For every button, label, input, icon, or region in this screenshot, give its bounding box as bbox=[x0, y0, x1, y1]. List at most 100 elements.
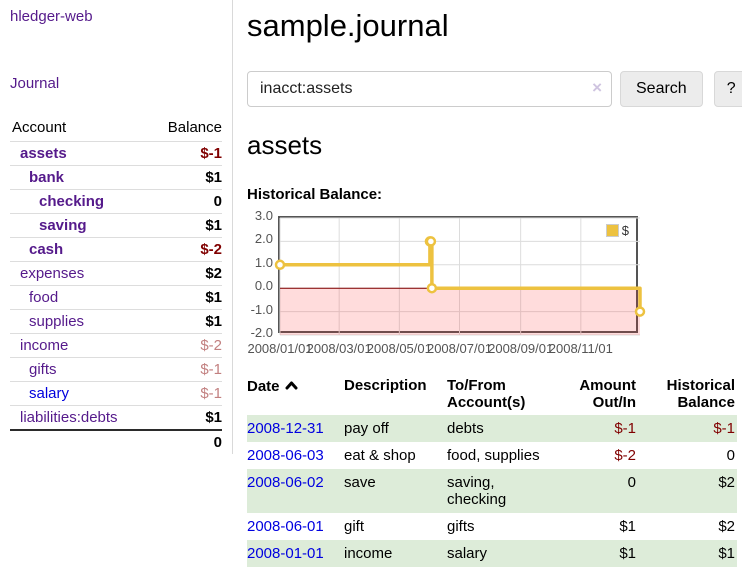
register-header-row: Date Description To/From Account(s) Amou… bbox=[247, 373, 737, 415]
sort-ascending-icon bbox=[285, 377, 298, 394]
transaction-description: eat & shop bbox=[344, 447, 416, 464]
clear-search-icon[interactable]: × bbox=[592, 78, 602, 97]
main-content: sample.journal × Search ? assets Histori… bbox=[233, 0, 742, 567]
legend-swatch bbox=[605, 224, 619, 237]
register-row: 2008-06-02 save saving, checking 0 $2 bbox=[247, 469, 737, 513]
sidebar-item-journal[interactable]: Journal bbox=[10, 75, 60, 92]
account-row: bank $1 bbox=[10, 165, 222, 190]
account-link-supplies[interactable]: supplies bbox=[29, 313, 85, 330]
register-header-accounts: To/From Account(s) bbox=[447, 377, 526, 411]
accounts-total-row: 0 bbox=[10, 430, 222, 454]
account-row: liabilities:debts $1 bbox=[10, 405, 222, 431]
account-row: food $1 bbox=[10, 285, 222, 310]
x-axis-tick-label: 2008/03/01 bbox=[306, 341, 372, 356]
transaction-amount: 0 bbox=[559, 469, 644, 513]
transaction-date-link[interactable]: 2008-06-01 bbox=[247, 518, 324, 535]
transaction-amount: $-2 bbox=[614, 447, 636, 464]
account-balance: $2 bbox=[205, 265, 222, 282]
transaction-amount: $-1 bbox=[559, 415, 644, 442]
account-row: supplies $1 bbox=[10, 309, 222, 334]
account-row: income $-2 bbox=[10, 333, 222, 358]
transaction-date-link[interactable]: 2008-06-02 bbox=[247, 474, 324, 491]
account-row: gifts $-1 bbox=[10, 357, 222, 382]
register-header-description: Description bbox=[344, 377, 427, 394]
account-balance: $-1 bbox=[200, 145, 222, 162]
register-header-balance: Historical Balance bbox=[666, 377, 735, 411]
hledger-web-page: hledger-web Journal Account Balance asse… bbox=[0, 0, 742, 567]
search-input[interactable] bbox=[247, 71, 612, 107]
transaction-amount: $1 bbox=[559, 540, 644, 567]
transaction-balance: $2 bbox=[644, 469, 737, 513]
account-link-income[interactable]: income bbox=[20, 337, 69, 354]
accounts-table: Account Balance assets $-1 bank $1 check… bbox=[10, 116, 222, 454]
account-link-checking[interactable]: checking bbox=[39, 193, 105, 210]
chart-legend: $ bbox=[603, 222, 631, 239]
transaction-description: gift bbox=[344, 518, 365, 535]
transaction-accounts: debts bbox=[447, 415, 559, 442]
accounts-header-balance: Balance bbox=[167, 119, 222, 136]
sidebar: hledger-web Journal Account Balance asse… bbox=[0, 0, 233, 454]
account-row: assets $-1 bbox=[10, 141, 222, 166]
account-link-gifts[interactable]: gifts bbox=[29, 361, 57, 378]
account-link-cash[interactable]: cash bbox=[29, 241, 64, 258]
x-axis-tick-label: 2008/01/01 bbox=[247, 341, 313, 356]
account-link-assets[interactable]: assets bbox=[20, 145, 67, 162]
search-help-button[interactable]: ? bbox=[713, 71, 742, 107]
accounts-total-balance: 0 bbox=[213, 434, 222, 451]
account-balance: 0 bbox=[213, 193, 222, 210]
search-bar: × Search ? bbox=[247, 71, 742, 107]
register-header-amount: Amount Out/In bbox=[579, 377, 636, 411]
register-row: 2008-06-01 gift gifts $1 $2 bbox=[247, 513, 737, 540]
chart-canvas bbox=[274, 217, 646, 336]
y-axis-tick-label: 2.0 bbox=[254, 231, 273, 247]
page-title: sample.journal bbox=[247, 8, 449, 43]
transaction-date-link[interactable]: 2008-12-31 bbox=[247, 420, 324, 437]
account-balance: $-2 bbox=[200, 337, 222, 354]
y-axis-tick-label: -1.0 bbox=[250, 301, 273, 317]
legend-label: $ bbox=[621, 223, 629, 238]
transaction-accounts: salary bbox=[447, 540, 559, 567]
account-link-saving[interactable]: saving bbox=[39, 217, 87, 234]
transaction-description: pay off bbox=[344, 415, 447, 442]
transaction-date-link[interactable]: 2008-06-03 bbox=[247, 447, 324, 464]
account-row: saving $1 bbox=[10, 213, 222, 238]
register-header-date[interactable]: Date bbox=[247, 373, 344, 415]
accounts-header-row: Account Balance bbox=[10, 116, 222, 142]
account-link-liabilities-debts[interactable]: liabilities:debts bbox=[20, 409, 118, 426]
register-row: 2008-01-01 income salary $1 $1 bbox=[247, 540, 737, 567]
brand-link[interactable]: hledger-web bbox=[10, 8, 93, 25]
transaction-description: income bbox=[344, 540, 447, 567]
transaction-date-link[interactable]: 2008-01-01 bbox=[247, 545, 324, 562]
account-row: expenses $2 bbox=[10, 261, 222, 286]
register-row: 2008-12-31 pay off debts $-1 $-1 bbox=[247, 415, 737, 442]
account-link-salary[interactable]: salary bbox=[29, 385, 70, 402]
account-balance: $-1 bbox=[200, 385, 222, 402]
register-table: Date Description To/From Account(s) Amou… bbox=[247, 373, 737, 567]
account-balance: $-2 bbox=[200, 241, 222, 258]
y-axis-tick-label: 3.0 bbox=[254, 208, 273, 223]
x-axis-tick-label: 2008/05/01 bbox=[366, 341, 432, 356]
account-balance: $1 bbox=[205, 169, 222, 186]
account-balance: $1 bbox=[205, 313, 222, 330]
x-axis-tick-label: 2008/07/01 bbox=[426, 341, 493, 356]
y-axis-tick-label: 0.0 bbox=[254, 278, 273, 294]
register-row: 2008-06-03 eat & shop food, supplies $-2… bbox=[247, 442, 737, 469]
account-balance: $1 bbox=[205, 289, 222, 306]
historical-balance-chart: $3.0 2.0 1.0 0.0 -1.0 -2.0 2008/01/01 2008/03/0… bbox=[247, 208, 687, 356]
search-button[interactable]: Search bbox=[620, 71, 703, 107]
account-row: cash $-2 bbox=[10, 237, 222, 262]
account-row: checking 0 bbox=[10, 189, 222, 214]
account-link-bank[interactable]: bank bbox=[29, 169, 65, 186]
account-balance: $1 bbox=[205, 409, 222, 426]
transaction-accounts: food, supplies bbox=[447, 447, 540, 464]
x-axis-tick-label: 2008/09/01 bbox=[488, 341, 554, 356]
x-axis-tick-label: 2008/11/01 bbox=[548, 341, 613, 356]
chart-title: Historical Balance: bbox=[247, 186, 383, 203]
transaction-balance: $-1 bbox=[644, 415, 737, 442]
y-axis-tick-label: 1.0 bbox=[254, 254, 273, 270]
transaction-balance: $1 bbox=[644, 540, 737, 567]
account-link-expenses[interactable]: expenses bbox=[20, 265, 85, 282]
transaction-amount: $1 bbox=[619, 518, 636, 535]
account-link-food[interactable]: food bbox=[29, 289, 59, 306]
account-heading: assets bbox=[247, 130, 323, 160]
